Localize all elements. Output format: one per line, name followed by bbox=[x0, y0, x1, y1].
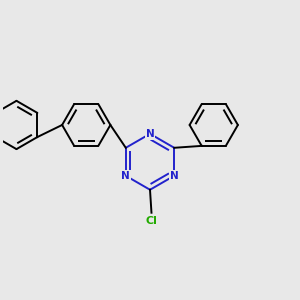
Text: N: N bbox=[170, 171, 178, 181]
Text: Cl: Cl bbox=[146, 216, 158, 226]
Text: N: N bbox=[122, 171, 130, 181]
Text: N: N bbox=[146, 129, 154, 139]
